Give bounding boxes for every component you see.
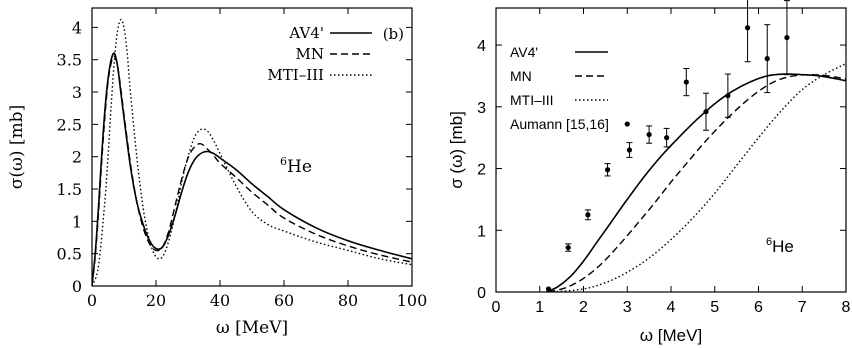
data-point <box>683 79 689 85</box>
data-point <box>764 56 770 62</box>
left-y-tick-label: 1 <box>72 212 82 231</box>
left-x-tick-label: 80 <box>338 291 358 310</box>
right-y-tick-label: 0 <box>477 285 486 302</box>
right-series-3-points <box>545 0 790 292</box>
left-chart-panel: 0 20 40 60 80 100 0 0.5 1 1.5 2 2.5 3 3.5 4 (b) AV4' MN… <box>7 7 428 338</box>
left-x-tick-label: 20 <box>146 291 166 310</box>
left-y-axis-label: σ(ω) [mb] <box>7 105 27 189</box>
right-legend-label: Aumann [15,16] <box>510 116 609 132</box>
right-x-tick-label: 5 <box>710 299 719 316</box>
right-x-tick-label: 6 <box>754 299 763 316</box>
data-point <box>585 212 591 218</box>
left-panel-label: (b) <box>383 25 404 43</box>
data-point <box>646 131 652 138</box>
data-point <box>744 25 751 31</box>
left-series-line-1 <box>92 55 412 286</box>
left-legend-label: AV4' <box>288 24 324 42</box>
right-x-tick-label: 4 <box>667 299 676 316</box>
right-series-line-1 <box>548 73 846 292</box>
left-y-tick-label: 0.5 <box>57 245 82 264</box>
right-legend-label: MN <box>510 68 532 84</box>
right-legend: AV4' MN MTI–III Aumann [15,16] <box>510 44 609 132</box>
left-nucleus-annotation: 6He <box>280 155 312 177</box>
right-y-tick-label: 1 <box>477 223 486 240</box>
left-y-tick-label: 2.5 <box>57 115 82 134</box>
right-legend-label: MTI–III <box>510 92 554 108</box>
left-y-tick-label: 4 <box>72 18 82 37</box>
right-series-line-0 <box>545 73 846 292</box>
right-nucleus-annotation: 6He <box>766 236 794 256</box>
data-point <box>604 167 611 173</box>
right-x-axis-label: ω [MeV] <box>640 326 702 345</box>
left-legend-label: MN <box>296 45 324 63</box>
right-y-axis-label: σ (ω) [mb] <box>447 111 466 189</box>
right-x-tick-label: 2 <box>579 299 588 316</box>
right-y-tick-label: 3 <box>477 100 486 117</box>
left-y-tick-label: 3.5 <box>57 51 82 70</box>
right-annotation-element: He <box>772 237 794 256</box>
left-y-tick-label: 0 <box>72 277 82 296</box>
data-point <box>784 35 790 41</box>
left-x-tick-label: 0 <box>87 291 97 310</box>
right-y-tick-label: 2 <box>477 162 486 179</box>
right-x-tick-label: 7 <box>798 299 807 316</box>
right-series-line-2 <box>552 62 846 292</box>
left-annotation-mass-number: 6 <box>280 155 287 168</box>
right-legend-label: AV4' <box>510 44 538 60</box>
data-point <box>703 109 709 115</box>
data-point <box>565 244 571 251</box>
right-x-tick-label: 1 <box>535 299 544 316</box>
right-series-group <box>545 0 846 292</box>
data-point <box>664 135 670 141</box>
left-annotation-element: He <box>287 157 312 177</box>
left-ticks: 0 20 40 60 80 100 0 0.5 1 1.5 2 2.5 3 3.5 4 <box>57 8 428 310</box>
left-x-tick-label: 60 <box>274 291 294 310</box>
right-x-tick-label: 0 <box>492 299 501 316</box>
right-annotation-mass-number: 6 <box>766 236 772 248</box>
right-chart-panel: 0 1 2 3 4 5 6 7 8 0 1 2 3 4 AV4' MN MTI–III Aumann [15,1… <box>447 0 851 345</box>
left-y-tick-label: 3 <box>72 83 82 102</box>
left-y-tick-label: 1.5 <box>57 180 82 199</box>
data-point <box>725 93 731 99</box>
left-legend-label: MTI–III <box>267 66 324 84</box>
left-plot-frame <box>91 7 413 287</box>
right-x-tick-label: 3 <box>623 299 632 316</box>
right-y-tick-label: 4 <box>477 38 486 55</box>
left-series-group <box>92 18 412 286</box>
left-y-tick-label: 2 <box>72 148 82 167</box>
left-x-tick-label: 100 <box>397 291 428 310</box>
right-x-tick-label: 8 <box>842 299 851 316</box>
data-point <box>545 286 552 292</box>
left-legend: AV4' MN MTI–III <box>267 24 372 84</box>
data-point <box>626 147 633 153</box>
right-ticks: 0 1 2 3 4 5 6 7 8 0 1 2 3 4 <box>477 8 851 316</box>
left-x-tick-label: 40 <box>210 291 230 310</box>
left-x-axis-label: ω [MeV] <box>216 318 288 338</box>
data-point <box>624 121 630 127</box>
